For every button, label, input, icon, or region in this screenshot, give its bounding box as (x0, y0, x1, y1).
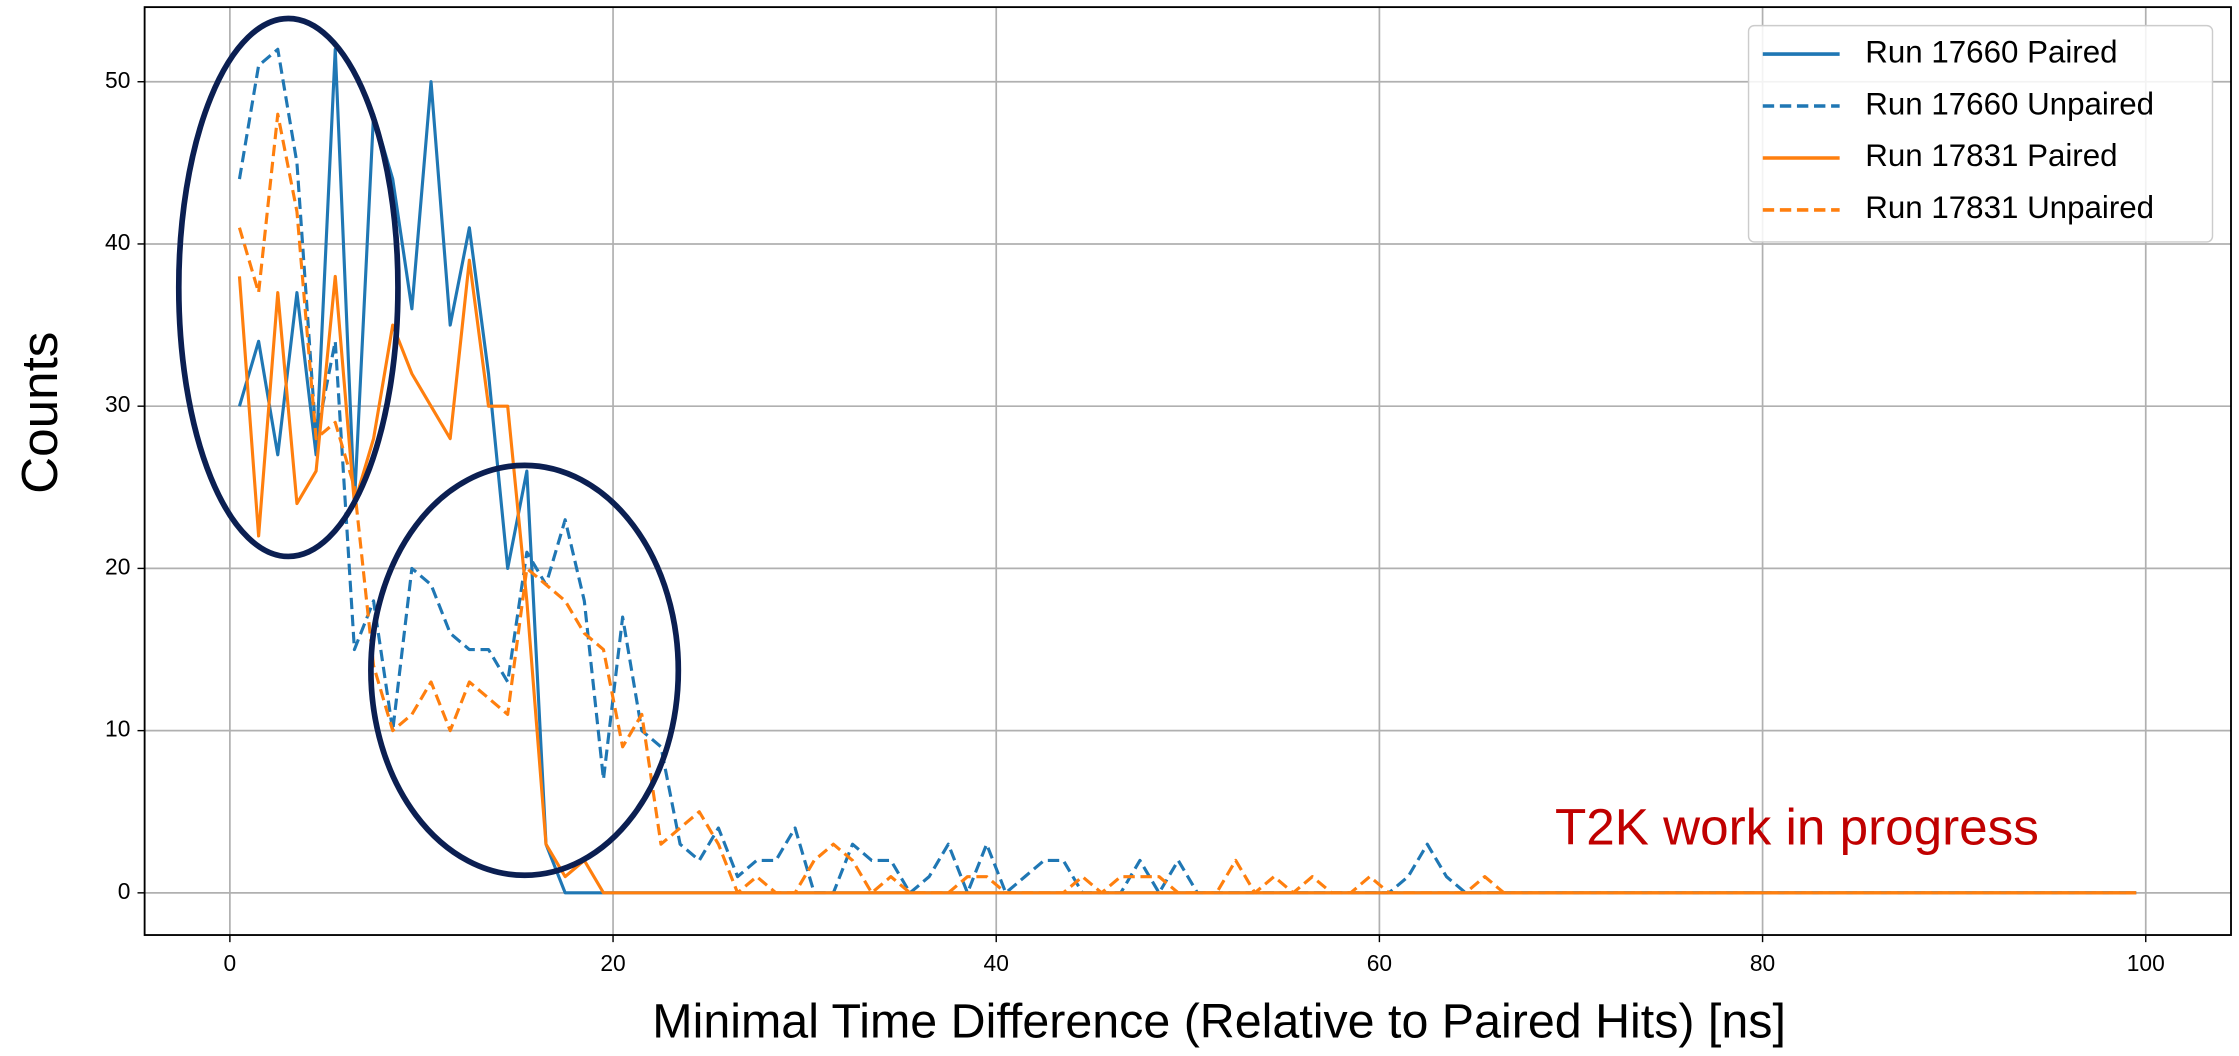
legend-label: Run 17831 Unpaired (1865, 190, 2154, 225)
series-line (237, 112, 2137, 895)
highlight-ellipse (175, 15, 401, 560)
annotation: T2K work in progress (1555, 799, 2039, 856)
x-tick-label: 0 (224, 950, 237, 976)
legend: Run 17660 Paired Run 17660 Unpaired Run 17… (1747, 24, 2214, 243)
plot-frame (143, 6, 2232, 936)
y-tick-label: 30 (105, 391, 130, 417)
y-tick-label: 0 (118, 878, 131, 904)
x-axis-label: Minimal Time Difference (Relative to Pai… (652, 994, 1786, 1048)
y-axis-label: Counts (11, 332, 68, 494)
legend-label: Run 17831 Paired (1865, 138, 2117, 173)
x-tick-label: 60 (1367, 950, 1392, 976)
y-tick-label: 20 (105, 553, 130, 579)
legend-box (1747, 24, 2214, 243)
x-tick-label: 40 (984, 950, 1009, 976)
x-tick-label: 80 (1750, 950, 1775, 976)
x-tick-label: 20 (600, 950, 625, 976)
ticks: 0 20 40 60 80 100 0 10 20 30 40 50 (105, 67, 2165, 976)
legend-label: Run 17660 Unpaired (1865, 86, 2154, 121)
y-tick-label: 10 (105, 716, 130, 742)
y-tick-label: 50 (105, 67, 130, 93)
highlight-ellipse (368, 462, 682, 879)
x-tick-label: 100 (2127, 950, 2165, 976)
legend-label: Run 17660 Paired (1865, 34, 2117, 69)
y-tick-label: 40 (105, 229, 130, 255)
lines (237, 47, 2137, 895)
